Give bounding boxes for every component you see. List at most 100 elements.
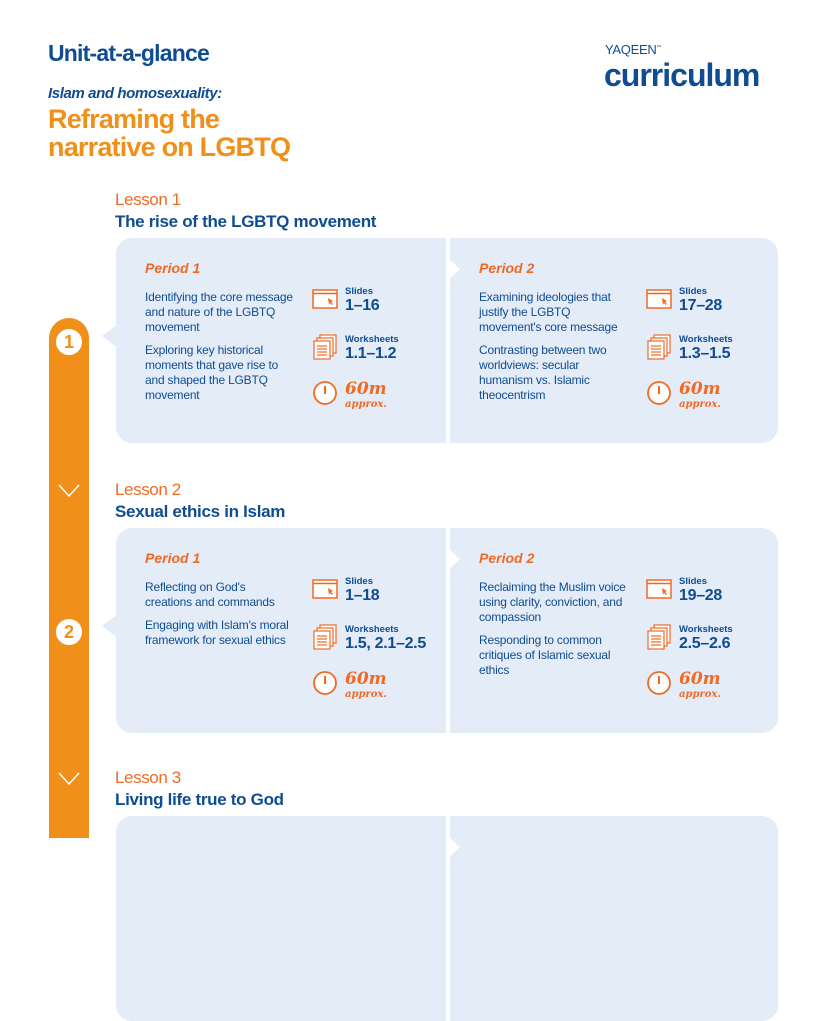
timeline-bar [49,318,89,838]
worksheets-text: Worksheets 1.5, 2.1–2.5 [345,624,426,653]
objective-text: Identifying the core message and nature … [145,290,293,334]
clock-icon [646,670,679,701]
unit-subtitle: Islam and homosexuality: [48,85,222,102]
duration-note: approx. [679,399,721,410]
worksheets: Worksheets 2.5–2.6 [646,624,733,655]
duration-value: 60m [679,379,721,399]
objective-text: Engaging with Islam's moral framework fo… [145,618,289,647]
unit-title: Reframing the narrative on LGBTQ [48,104,291,162]
worksheets-text: Worksheets 2.5–2.6 [679,624,733,653]
period-notch [450,838,460,856]
duration-value: 60m [345,669,387,689]
objective-text: Reclaiming the Muslim voice using clarit… [479,580,626,624]
worksheets-icon [312,624,345,655]
lesson-box [116,816,778,1021]
slides-label: Slides [345,576,373,587]
logo-curriculum: curriculum [604,57,760,93]
slides-value: 19–28 [679,587,722,604]
worksheets: Worksheets 1.1–1.2 [312,334,399,365]
duration-text: 60m approx. [679,380,721,411]
slides: Slides 1–16 [312,286,380,317]
lesson-title: Living life true to God [115,790,284,809]
worksheets: Worksheets 1.5, 2.1–2.5 [312,624,426,655]
worksheets-icon [312,334,345,365]
objective-text: Responding to common critiques of Islami… [479,633,611,677]
chevron-down-icon [58,484,80,498]
period-panel: Period 2 Reclaiming the Muslim voice usin… [450,528,778,733]
unit-label: Unit-at-a-glance [48,40,210,66]
worksheets-value: 2.5–2.6 [679,635,731,652]
worksheets-label: Worksheets [679,334,733,345]
duration-note: approx. [679,689,721,700]
slides-value: 17–28 [679,297,722,314]
period-notch [450,260,460,278]
period-notch [450,550,460,568]
chevron-down-icon [58,772,80,786]
worksheets-icon [646,334,679,365]
lesson-label: Lesson 3 [115,768,181,787]
lesson-box: Period 1 Identifying the core message and… [102,238,778,443]
slides-label: Slides [345,286,373,297]
slides-text: Slides 1–18 [345,576,380,605]
period-label: Period 1 [145,260,201,276]
period-divider [446,528,450,733]
worksheets-value: 1.5, 2.1–2.5 [345,635,426,652]
logo-top-text: YAQEEN [605,42,657,57]
box-pointer [102,324,118,348]
slides-icon [646,286,679,317]
clock-icon [312,670,345,701]
title-line-1: Reframing the [48,104,220,134]
clock-icon [312,380,345,411]
slides-label: Slides [679,576,707,587]
slides: Slides 1–18 [312,576,380,607]
slides-icon [312,576,345,607]
worksheets-text: Worksheets 1.3–1.5 [679,334,733,363]
box-pointer [102,614,118,638]
duration: 60m approx. [312,380,387,411]
slides-text: Slides 1–16 [345,286,380,315]
slides: Slides 19–28 [646,576,722,607]
slides-text: Slides 19–28 [679,576,722,605]
period-objectives: Reflecting on God's creations and comman… [145,580,295,656]
logo-tm: ™ [656,44,662,51]
period-objectives: Examining ideologies that justify the LG… [479,290,629,411]
worksheets: Worksheets 1.3–1.5 [646,334,733,365]
lesson-number-badge: 2 [53,616,85,648]
worksheets-text: Worksheets 1.1–1.2 [345,334,399,363]
objective-text: Contrasting between two worldviews: secu… [479,343,607,402]
objective-text: Examining ideologies that justify the LG… [479,290,618,334]
worksheets-label: Worksheets [345,334,399,345]
worksheets-label: Worksheets [345,624,399,635]
worksheets-value: 1.1–1.2 [345,345,397,362]
duration-value: 60m [679,669,721,689]
lesson-title: Sexual ethics in Islam [115,502,286,521]
period-panel: Period 1 Identifying the core message and… [116,238,444,443]
slides-text: Slides 17–28 [679,286,722,315]
duration-text: 60m approx. [345,380,387,411]
worksheets-value: 1.3–1.5 [679,345,731,362]
period-label: Period 1 [145,550,201,566]
slides-value: 1–16 [345,297,380,314]
duration: 60m approx. [312,670,387,701]
lesson-number-badge: 1 [53,326,85,358]
title-line-2: narrative on LGBTQ [48,132,291,162]
duration-note: approx. [345,689,387,700]
worksheets-icon [646,624,679,655]
slides-icon [312,286,345,317]
slides-icon [646,576,679,607]
logo-yaqeen: YAQEEN™ [605,43,661,57]
slides-label: Slides [679,286,707,297]
duration-text: 60m approx. [679,670,721,701]
period-objectives: Identifying the core message and nature … [145,290,295,411]
period-label: Period 2 [479,260,535,276]
duration-note: approx. [345,399,387,410]
duration-text: 60m approx. [345,670,387,701]
objective-text: Exploring key historical moments that ga… [145,343,279,402]
period-divider [446,238,450,443]
period-panel: Period 2 Examining ideologies that justif… [450,238,778,443]
slides: Slides 17–28 [646,286,722,317]
period-objectives: Reclaiming the Muslim voice using clarit… [479,580,629,686]
period-panel: Period 1 Reflecting on God's creations an… [116,528,444,733]
duration: 60m approx. [646,380,721,411]
duration-value: 60m [345,379,387,399]
